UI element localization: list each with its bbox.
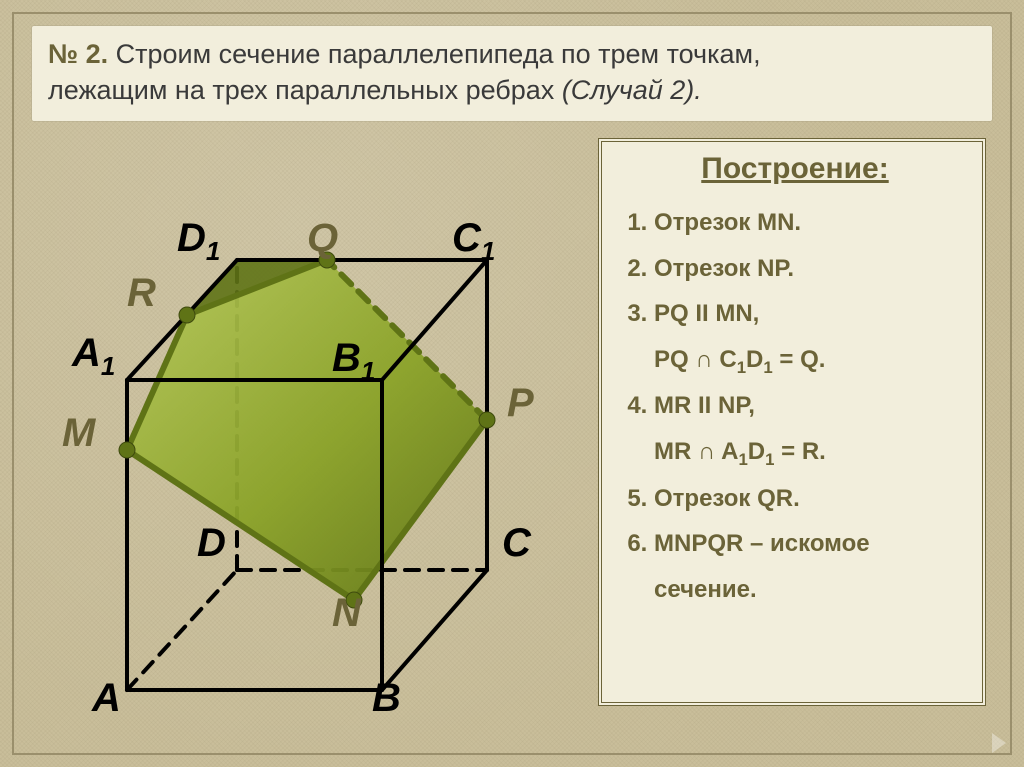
vertex-label-B: B xyxy=(372,676,401,721)
construction-step: MR II NP, MR ∩ A1D1 = R. xyxy=(654,383,966,475)
title-case: (Случай 2). xyxy=(562,75,702,105)
vertex-label-M: M xyxy=(62,411,95,456)
vertex-label-P: P xyxy=(507,381,534,426)
title-number: № 2. xyxy=(48,39,108,69)
vertex-label-Q: Q xyxy=(307,216,338,261)
vertex-label-D1: D1 xyxy=(177,216,220,267)
title-text: № 2. Строим сечение параллелепипеда по т… xyxy=(48,36,976,109)
vertex-label-N: N xyxy=(332,591,361,636)
vertex-label-C: C xyxy=(502,521,531,566)
vertex-label-A1: A1 xyxy=(72,331,115,382)
title-line2: лежащим на трех параллельных ребрах xyxy=(48,75,562,105)
vertex-label-R: R xyxy=(127,271,156,316)
diagram: A B C D A1 B1 C1 D1 M N P Q R xyxy=(32,130,592,740)
vertex-label-B1: B1 xyxy=(332,336,375,387)
construction-panel: Построение: Отрезок MN.Отрезок NP.PQ II … xyxy=(598,138,986,706)
construction-step: Отрезок MN. xyxy=(654,200,966,246)
construction-step: MNPQR – искомое сечение. xyxy=(654,521,966,612)
vertex-label-D: D xyxy=(197,521,226,566)
construction-step: Отрезок QR. xyxy=(654,476,966,522)
vertex-label-C1: C1 xyxy=(452,216,495,267)
next-arrow-icon[interactable] xyxy=(992,733,1006,753)
vertex-label-A: A xyxy=(92,676,121,721)
construction-title: Построение: xyxy=(624,152,966,186)
title-line1: Строим сечение параллелепипеда по трем т… xyxy=(108,39,760,69)
construction-steps: Отрезок MN.Отрезок NP.PQ II MN, PQ ∩ C1D… xyxy=(624,200,966,613)
construction-step: PQ II MN, PQ ∩ C1D1 = Q. xyxy=(654,291,966,383)
slide: № 2. Строим сечение параллелепипеда по т… xyxy=(0,0,1024,767)
title-box: № 2. Строим сечение параллелепипеда по т… xyxy=(32,26,992,121)
construction-step: Отрезок NP. xyxy=(654,246,966,292)
